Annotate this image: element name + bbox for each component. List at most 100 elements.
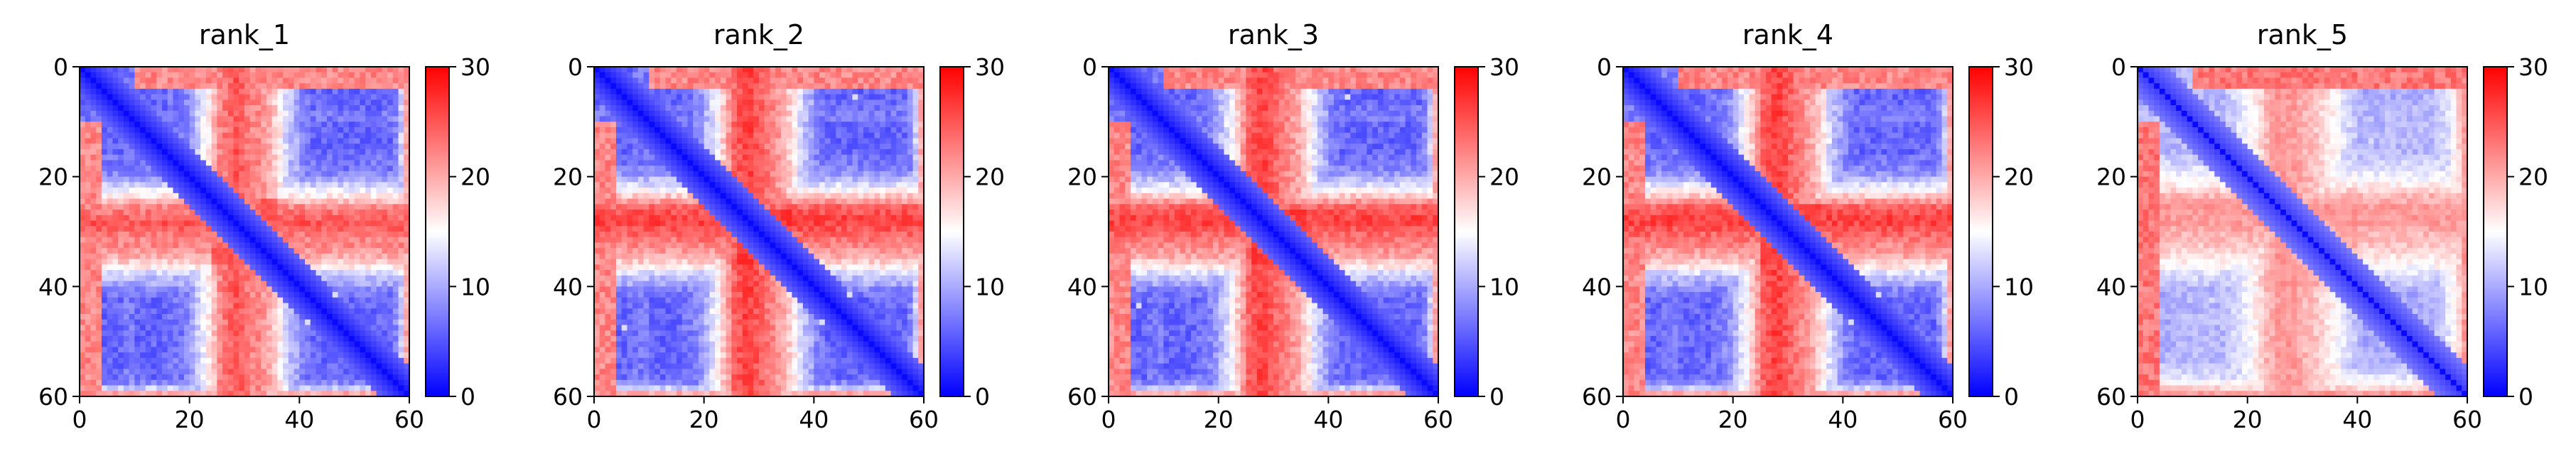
heatmap-cell	[140, 314, 146, 320]
heatmap-cell	[134, 226, 141, 232]
heatmap-cell	[123, 110, 130, 117]
heatmap-cell	[321, 166, 328, 172]
heatmap-cell	[129, 176, 135, 183]
heatmap-cell	[189, 121, 195, 128]
heatmap-cell	[189, 198, 195, 205]
heatmap-cell	[643, 132, 650, 139]
heatmap-cell	[902, 72, 908, 79]
heatmap-cell	[211, 286, 217, 293]
heatmap-cell	[211, 188, 217, 194]
heatmap-cell	[271, 264, 278, 271]
heatmap-cell	[398, 160, 404, 166]
heatmap-cell	[189, 341, 195, 347]
heatmap-cell	[354, 170, 360, 178]
heatmap-cell	[134, 352, 141, 359]
heatmap-cell	[255, 248, 262, 254]
heatmap-cell	[305, 319, 311, 326]
heatmap-cell	[205, 166, 212, 172]
heatmap-cell	[293, 374, 300, 381]
heatmap-cell	[896, 149, 902, 156]
heatmap-cell	[293, 242, 300, 249]
heatmap-cell	[123, 391, 130, 397]
heatmap-cell	[918, 160, 925, 166]
heatmap-cell	[305, 292, 311, 298]
heatmap-cell	[266, 67, 273, 73]
heatmap-cell	[398, 341, 404, 347]
heatmap-cell	[759, 67, 765, 73]
heatmap-cell	[107, 341, 113, 347]
heatmap-cell	[605, 83, 611, 90]
heatmap-cell	[398, 286, 404, 293]
heatmap-cell	[874, 116, 880, 122]
heatmap-cell	[737, 166, 743, 172]
heatmap-cell	[283, 72, 289, 79]
heatmap-cell	[118, 72, 124, 79]
heatmap-cell	[140, 374, 146, 381]
heatmap-cell	[283, 182, 289, 188]
heatmap-cell	[605, 72, 611, 79]
heatmap-cell	[189, 166, 195, 172]
heatmap-cell	[118, 357, 124, 364]
heatmap-cell	[841, 188, 848, 194]
heatmap-cell	[814, 182, 820, 188]
heatmap-cell	[327, 286, 333, 293]
heatmap-cell	[145, 149, 152, 156]
heatmap-cell	[293, 248, 300, 254]
heatmap-cell	[720, 138, 727, 144]
heatmap-cell	[162, 275, 168, 282]
heatmap-cell	[134, 182, 141, 188]
heatmap-cell	[698, 67, 705, 73]
heatmap-cell	[632, 110, 639, 117]
heatmap-cell	[80, 204, 86, 210]
heatmap-cell	[101, 105, 108, 112]
heatmap-cell	[398, 149, 404, 156]
heatmap-cell	[266, 369, 273, 375]
heatmap-cell	[365, 220, 372, 227]
heatmap-cell	[107, 83, 113, 90]
heatmap-cell	[244, 198, 251, 205]
heatmap-cell	[283, 193, 289, 200]
heatmap-cell	[200, 166, 207, 172]
heatmap-cell	[173, 325, 179, 331]
heatmap-cell	[836, 182, 842, 188]
heatmap-cell	[261, 188, 267, 194]
heatmap-cell	[151, 286, 157, 293]
heatmap-cell	[327, 88, 333, 95]
heatmap-cell	[858, 166, 864, 172]
heatmap-cell	[189, 110, 195, 117]
heatmap-cell	[277, 215, 284, 222]
heatmap-cell	[288, 248, 295, 254]
heatmap-cell	[90, 193, 97, 200]
heatmap-cell	[233, 270, 239, 276]
heatmap-cell	[283, 226, 289, 232]
heatmap-cell	[852, 176, 858, 183]
heatmap-cell	[792, 121, 798, 128]
heatmap-cell	[327, 369, 333, 375]
heatmap-cell	[698, 99, 705, 106]
heatmap-cell	[348, 391, 355, 397]
heatmap-cell	[814, 154, 820, 161]
heatmap-cell	[902, 116, 908, 122]
heatmap-cell	[80, 226, 86, 232]
heatmap-cell	[277, 352, 284, 359]
heatmap-cell	[659, 99, 667, 106]
heatmap-cell	[107, 379, 113, 386]
heatmap-cell	[605, 132, 611, 139]
heatmap-cell	[693, 138, 699, 144]
heatmap-cell	[742, 105, 749, 112]
heatmap-cell	[370, 121, 377, 128]
heatmap-cell	[90, 77, 97, 84]
heatmap-cell	[195, 198, 201, 205]
heatmap-cell	[338, 379, 344, 386]
heatmap-cell	[233, 77, 239, 84]
heatmap-cell	[96, 198, 102, 205]
heatmap-cell	[327, 220, 333, 227]
heatmap-cell	[140, 270, 146, 276]
heatmap-cell	[107, 275, 113, 282]
heatmap-cell	[249, 281, 257, 287]
heatmap-cell	[902, 132, 908, 139]
heatmap-cell	[299, 116, 306, 122]
heatmap-cell	[836, 170, 842, 178]
heatmap-cell	[376, 347, 382, 353]
heatmap-cell	[852, 143, 858, 150]
